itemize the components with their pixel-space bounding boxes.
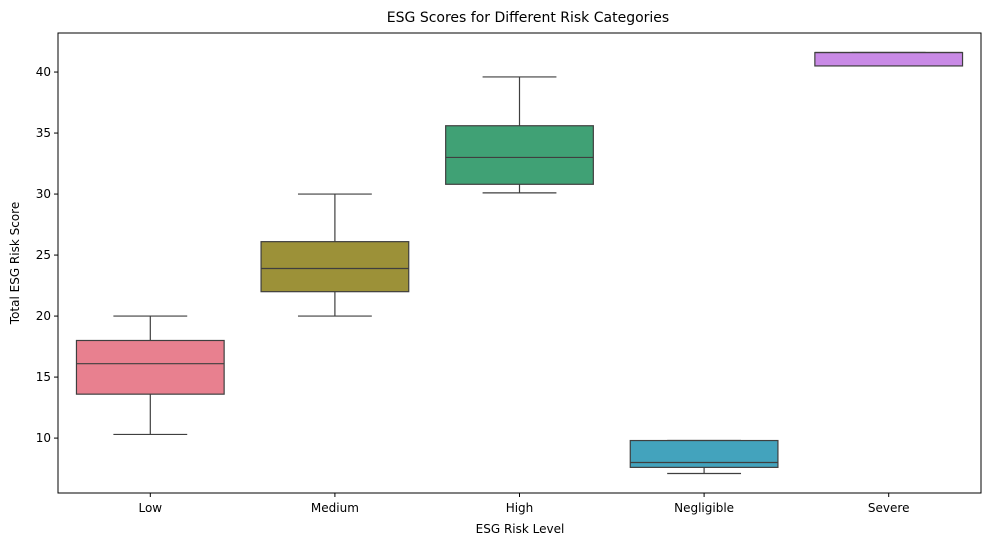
x-tick-label: Negligible <box>674 501 734 515</box>
chart-title: ESG Scores for Different Risk Categories <box>387 10 669 26</box>
y-tick-label: 35 <box>36 126 51 140</box>
y-tick-label: 10 <box>36 431 51 445</box>
y-tick-label: 15 <box>36 370 51 384</box>
x-tick-label: Low <box>138 501 162 515</box>
x-axis: Low Medium High Negligible Severe <box>138 493 909 515</box>
y-tick-label: 40 <box>36 65 51 79</box>
box-iqr <box>814 51 964 67</box>
box-negligible <box>629 439 779 475</box>
x-axis-label: ESG Risk Level <box>476 522 565 536</box>
x-tick-label: Medium <box>311 501 359 515</box>
plot-area <box>75 51 964 475</box>
x-tick-label: High <box>506 501 534 515</box>
y-tick-label: 20 <box>36 309 51 323</box>
x-tick-label: Severe <box>868 501 910 515</box>
box-low <box>75 315 225 436</box>
box-iqr <box>629 439 779 468</box>
y-tick-label: 30 <box>36 187 51 201</box>
box-severe <box>814 51 964 67</box>
box-iqr <box>260 241 410 293</box>
box-iqr <box>445 125 594 185</box>
y-tick-label: 25 <box>36 248 51 262</box>
box-high <box>445 76 594 194</box>
y-axis-label: Total ESG Risk Score <box>8 202 22 325</box>
box-medium <box>260 193 410 317</box>
box-iqr <box>75 339 225 395</box>
y-axis: 10 15 20 25 30 35 40 <box>36 65 58 445</box>
